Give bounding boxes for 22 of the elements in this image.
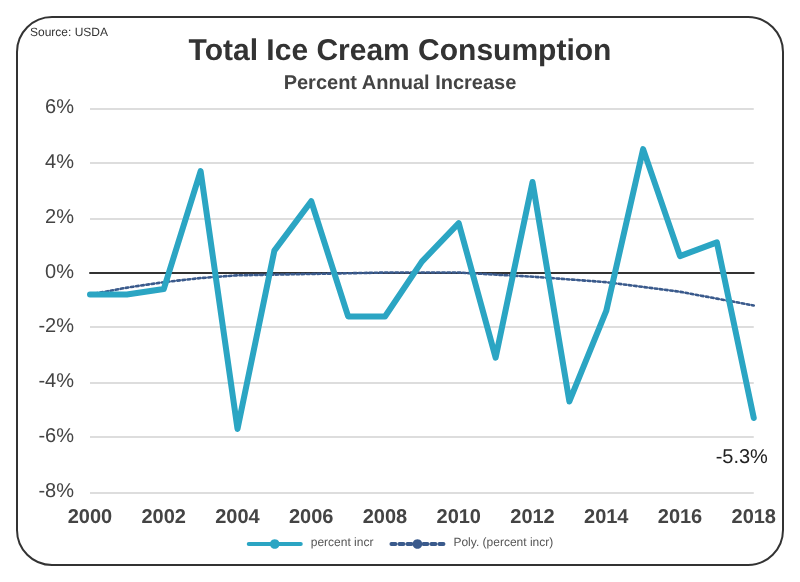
line-series — [87, 146, 757, 432]
y-tick-label: 6% — [45, 97, 75, 119]
x-tick-label: 2010 — [436, 507, 482, 529]
x-tick-label: 2014 — [584, 507, 630, 529]
y-tick-label: -6% — [38, 426, 75, 449]
x-tick-label: 2006 — [289, 507, 335, 529]
y-tick-label: -8% — [38, 481, 75, 503]
y-tick-label: 4% — [45, 151, 75, 174]
x-tick-label: 2012 — [510, 507, 556, 529]
chart-title: Total Ice Cream Consumption — [188, 34, 612, 68]
chart-subtitle: Percent Annual Increase — [283, 73, 518, 95]
y-tick-label: -4% — [38, 371, 75, 394]
y-tick-label: 2% — [45, 206, 75, 229]
y-tick-label: 0% — [45, 261, 75, 284]
x-tick-label: 2002 — [141, 507, 187, 529]
x-tick-label: 2000 — [67, 507, 114, 529]
x-tick-label: 2016 — [657, 507, 704, 529]
x-tick-label: 2018 — [731, 507, 777, 529]
x-tick-label: 2004 — [215, 507, 261, 529]
annotation: -5.3% — [715, 446, 769, 469]
y-tick-label: -2% — [38, 316, 75, 339]
x-tick-label: 2008 — [362, 507, 409, 529]
